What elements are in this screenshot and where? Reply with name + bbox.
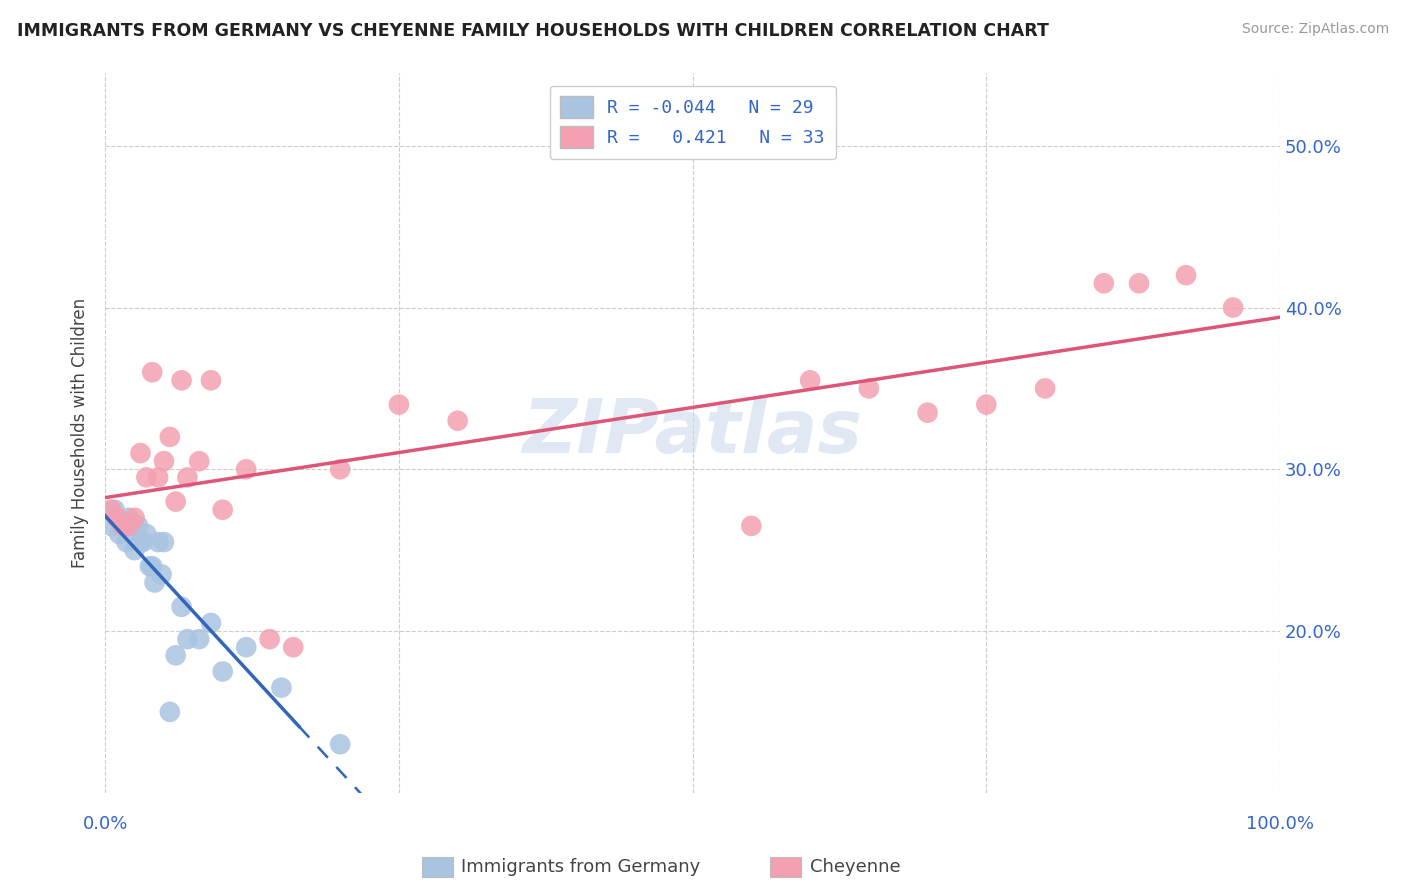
- Point: [120, 519, 142, 533]
- Point: [132, 535, 155, 549]
- Point: [115, 535, 138, 549]
- Point: [1092, 277, 1115, 291]
- Point: [740, 519, 762, 533]
- Text: Cheyenne: Cheyenne: [810, 858, 900, 876]
- Text: Immigrants from Germany: Immigrants from Germany: [461, 858, 700, 876]
- Point: [159, 430, 181, 444]
- Point: [1222, 301, 1244, 315]
- Point: [150, 567, 173, 582]
- Point: [165, 494, 187, 508]
- Point: [200, 615, 222, 630]
- Point: [143, 575, 166, 590]
- Point: [135, 470, 157, 484]
- Point: [153, 535, 176, 549]
- Point: [235, 640, 257, 655]
- Point: [388, 398, 411, 412]
- Point: [118, 511, 141, 525]
- Point: [1128, 277, 1150, 291]
- Point: [146, 470, 169, 484]
- Point: [118, 519, 141, 533]
- Point: [100, 502, 122, 516]
- Point: [329, 462, 352, 476]
- Point: [129, 446, 152, 460]
- Point: [127, 519, 149, 533]
- Point: [447, 414, 470, 428]
- Point: [104, 502, 127, 516]
- Point: [129, 535, 152, 549]
- Point: [139, 559, 162, 574]
- Point: [105, 511, 128, 525]
- Point: [111, 519, 134, 533]
- Point: [159, 705, 181, 719]
- Point: [188, 454, 211, 468]
- Text: 100.0%: 100.0%: [1246, 815, 1315, 833]
- Point: [329, 737, 352, 751]
- Point: [211, 665, 233, 679]
- Point: [283, 640, 305, 655]
- Point: [1033, 381, 1056, 395]
- Point: [141, 365, 163, 379]
- Point: [170, 599, 193, 614]
- Point: [108, 527, 131, 541]
- Text: 0.0%: 0.0%: [83, 815, 128, 833]
- Text: Source: ZipAtlas.com: Source: ZipAtlas.com: [1241, 22, 1389, 37]
- Point: [917, 406, 939, 420]
- Point: [111, 519, 134, 533]
- Y-axis label: Family Households with Children: Family Households with Children: [72, 298, 89, 568]
- Point: [976, 398, 998, 412]
- Point: [165, 648, 187, 663]
- Point: [146, 535, 169, 549]
- Point: [153, 454, 176, 468]
- Point: [188, 632, 211, 647]
- Point: [235, 462, 257, 476]
- Point: [270, 681, 292, 695]
- Point: [124, 511, 146, 525]
- Point: [799, 373, 821, 387]
- Point: [176, 470, 198, 484]
- Point: [200, 373, 222, 387]
- Point: [170, 373, 193, 387]
- Point: [1175, 268, 1198, 282]
- Point: [100, 519, 122, 533]
- Point: [135, 527, 157, 541]
- Point: [176, 632, 198, 647]
- Point: [259, 632, 281, 647]
- Point: [211, 502, 233, 516]
- Text: ZIPatlas: ZIPatlas: [523, 396, 863, 469]
- Text: IMMIGRANTS FROM GERMANY VS CHEYENNE FAMILY HOUSEHOLDS WITH CHILDREN CORRELATION : IMMIGRANTS FROM GERMANY VS CHEYENNE FAMI…: [17, 22, 1049, 40]
- Legend: R = -0.044   N = 29, R =   0.421   N = 33: R = -0.044 N = 29, R = 0.421 N = 33: [550, 86, 835, 159]
- Point: [124, 543, 146, 558]
- Point: [858, 381, 880, 395]
- Point: [105, 511, 128, 525]
- Point: [141, 559, 163, 574]
